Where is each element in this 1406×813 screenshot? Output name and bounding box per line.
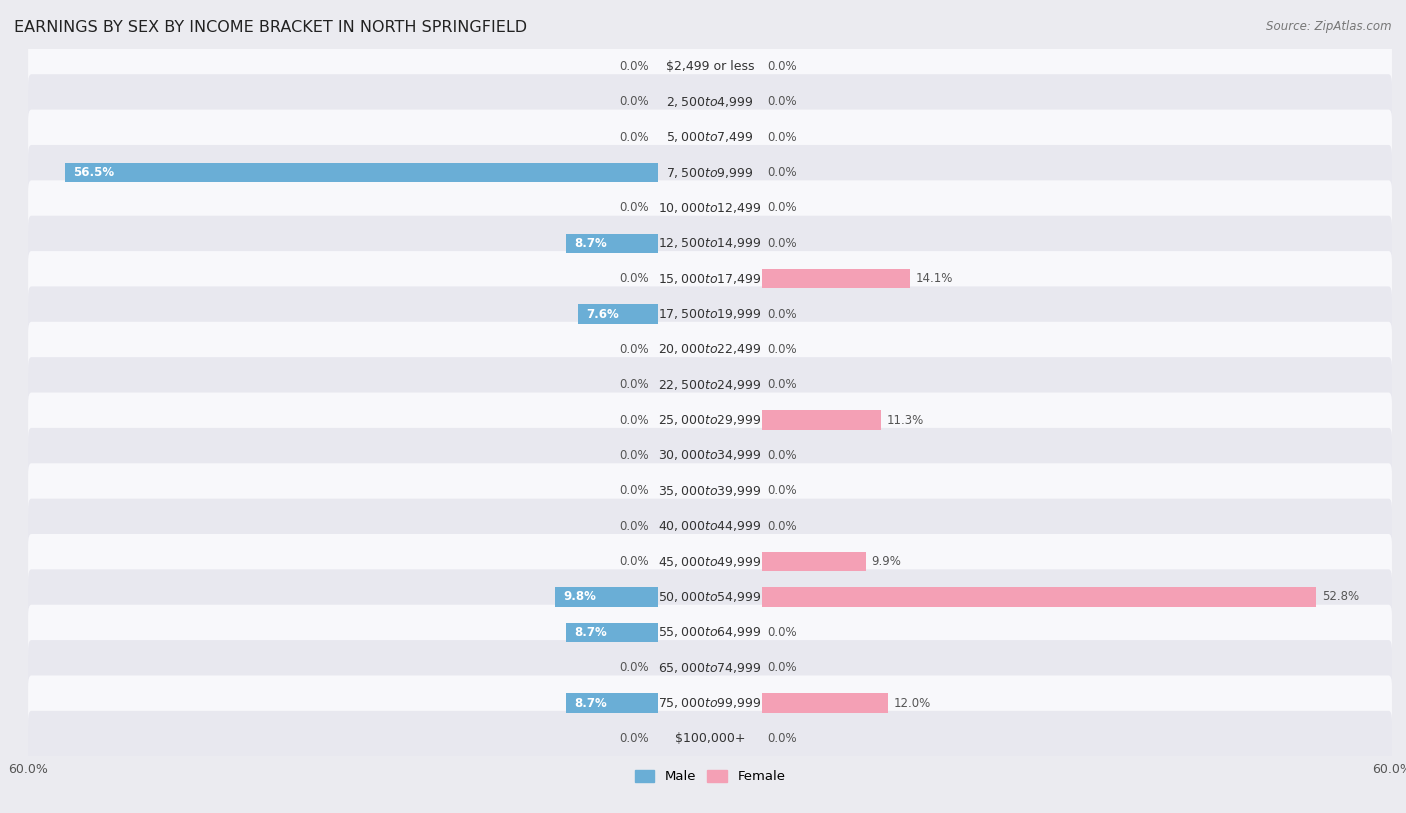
Text: 0.0%: 0.0% [620, 520, 650, 533]
Text: $20,000 to $22,499: $20,000 to $22,499 [658, 342, 762, 356]
Text: 7.6%: 7.6% [586, 307, 619, 320]
FancyBboxPatch shape [28, 286, 1392, 341]
Text: 0.0%: 0.0% [768, 661, 797, 674]
Bar [762, 411, 882, 430]
Text: 0.0%: 0.0% [620, 661, 650, 674]
Bar [567, 623, 658, 642]
Text: 0.0%: 0.0% [620, 272, 650, 285]
Text: $50,000 to $54,999: $50,000 to $54,999 [658, 590, 762, 604]
FancyBboxPatch shape [28, 145, 1392, 200]
FancyBboxPatch shape [28, 357, 1392, 412]
Text: $25,000 to $29,999: $25,000 to $29,999 [658, 413, 762, 427]
Text: $75,000 to $99,999: $75,000 to $99,999 [658, 696, 762, 710]
Text: 0.0%: 0.0% [768, 95, 797, 108]
Text: $17,500 to $19,999: $17,500 to $19,999 [658, 307, 762, 321]
Text: EARNINGS BY SEX BY INCOME BRACKET IN NORTH SPRINGFIELD: EARNINGS BY SEX BY INCOME BRACKET IN NOR… [14, 20, 527, 35]
Text: 0.0%: 0.0% [768, 131, 797, 144]
Text: $45,000 to $49,999: $45,000 to $49,999 [658, 554, 762, 568]
Text: 0.0%: 0.0% [620, 485, 650, 498]
Text: 9.8%: 9.8% [564, 590, 596, 603]
Text: 0.0%: 0.0% [620, 378, 650, 391]
Text: $2,500 to $4,999: $2,500 to $4,999 [666, 95, 754, 109]
Text: $65,000 to $74,999: $65,000 to $74,999 [658, 661, 762, 675]
FancyBboxPatch shape [28, 393, 1392, 448]
FancyBboxPatch shape [28, 39, 1392, 94]
Text: 0.0%: 0.0% [768, 202, 797, 215]
Text: 0.0%: 0.0% [768, 343, 797, 356]
FancyBboxPatch shape [28, 110, 1392, 165]
Text: 8.7%: 8.7% [575, 237, 607, 250]
Text: 0.0%: 0.0% [768, 60, 797, 73]
FancyBboxPatch shape [28, 676, 1392, 731]
Text: 0.0%: 0.0% [768, 449, 797, 462]
Text: 8.7%: 8.7% [575, 697, 607, 710]
FancyBboxPatch shape [28, 215, 1392, 271]
Bar [762, 552, 866, 572]
Text: 0.0%: 0.0% [768, 626, 797, 639]
Text: $30,000 to $34,999: $30,000 to $34,999 [658, 449, 762, 463]
Text: $35,000 to $39,999: $35,000 to $39,999 [658, 484, 762, 498]
Text: 52.8%: 52.8% [1322, 590, 1358, 603]
FancyBboxPatch shape [28, 498, 1392, 554]
FancyBboxPatch shape [28, 569, 1392, 624]
Bar [567, 233, 658, 253]
Bar [762, 269, 911, 289]
Text: 0.0%: 0.0% [768, 307, 797, 320]
Text: 12.0%: 12.0% [894, 697, 931, 710]
Text: $40,000 to $44,999: $40,000 to $44,999 [658, 520, 762, 533]
Text: 9.9%: 9.9% [872, 555, 901, 568]
Text: 0.0%: 0.0% [620, 60, 650, 73]
Text: 11.3%: 11.3% [886, 414, 924, 427]
FancyBboxPatch shape [28, 180, 1392, 236]
Text: 0.0%: 0.0% [768, 166, 797, 179]
FancyBboxPatch shape [28, 534, 1392, 589]
Text: 0.0%: 0.0% [768, 520, 797, 533]
Text: Source: ZipAtlas.com: Source: ZipAtlas.com [1267, 20, 1392, 33]
Text: 0.0%: 0.0% [620, 343, 650, 356]
Text: 14.1%: 14.1% [915, 272, 953, 285]
Bar [578, 304, 658, 324]
FancyBboxPatch shape [28, 251, 1392, 307]
FancyBboxPatch shape [28, 640, 1392, 695]
FancyBboxPatch shape [28, 605, 1392, 660]
FancyBboxPatch shape [28, 428, 1392, 483]
Text: 0.0%: 0.0% [768, 237, 797, 250]
FancyBboxPatch shape [28, 711, 1392, 766]
Text: $2,499 or less: $2,499 or less [666, 60, 754, 73]
Text: $22,500 to $24,999: $22,500 to $24,999 [658, 378, 762, 392]
Text: 0.0%: 0.0% [768, 378, 797, 391]
Text: $5,000 to $7,499: $5,000 to $7,499 [666, 130, 754, 144]
Text: 0.0%: 0.0% [768, 732, 797, 745]
Bar [567, 693, 658, 713]
Text: 0.0%: 0.0% [620, 95, 650, 108]
Text: 0.0%: 0.0% [620, 732, 650, 745]
FancyBboxPatch shape [28, 74, 1392, 129]
FancyBboxPatch shape [28, 322, 1392, 377]
Bar [65, 163, 658, 182]
Text: 56.5%: 56.5% [73, 166, 114, 179]
Text: 0.0%: 0.0% [620, 202, 650, 215]
Text: $100,000+: $100,000+ [675, 732, 745, 745]
Text: 0.0%: 0.0% [620, 414, 650, 427]
Text: $55,000 to $64,999: $55,000 to $64,999 [658, 625, 762, 639]
Legend: Male, Female: Male, Female [630, 764, 790, 789]
Text: 0.0%: 0.0% [768, 485, 797, 498]
Bar [555, 587, 658, 606]
Text: $7,500 to $9,999: $7,500 to $9,999 [666, 166, 754, 180]
Text: $10,000 to $12,499: $10,000 to $12,499 [658, 201, 762, 215]
Text: 0.0%: 0.0% [620, 131, 650, 144]
Text: $12,500 to $14,999: $12,500 to $14,999 [658, 237, 762, 250]
Text: $15,000 to $17,499: $15,000 to $17,499 [658, 272, 762, 285]
Bar [762, 587, 1316, 606]
Text: 8.7%: 8.7% [575, 626, 607, 639]
FancyBboxPatch shape [28, 463, 1392, 519]
Text: 0.0%: 0.0% [620, 449, 650, 462]
Text: 0.0%: 0.0% [620, 555, 650, 568]
Bar [762, 693, 889, 713]
